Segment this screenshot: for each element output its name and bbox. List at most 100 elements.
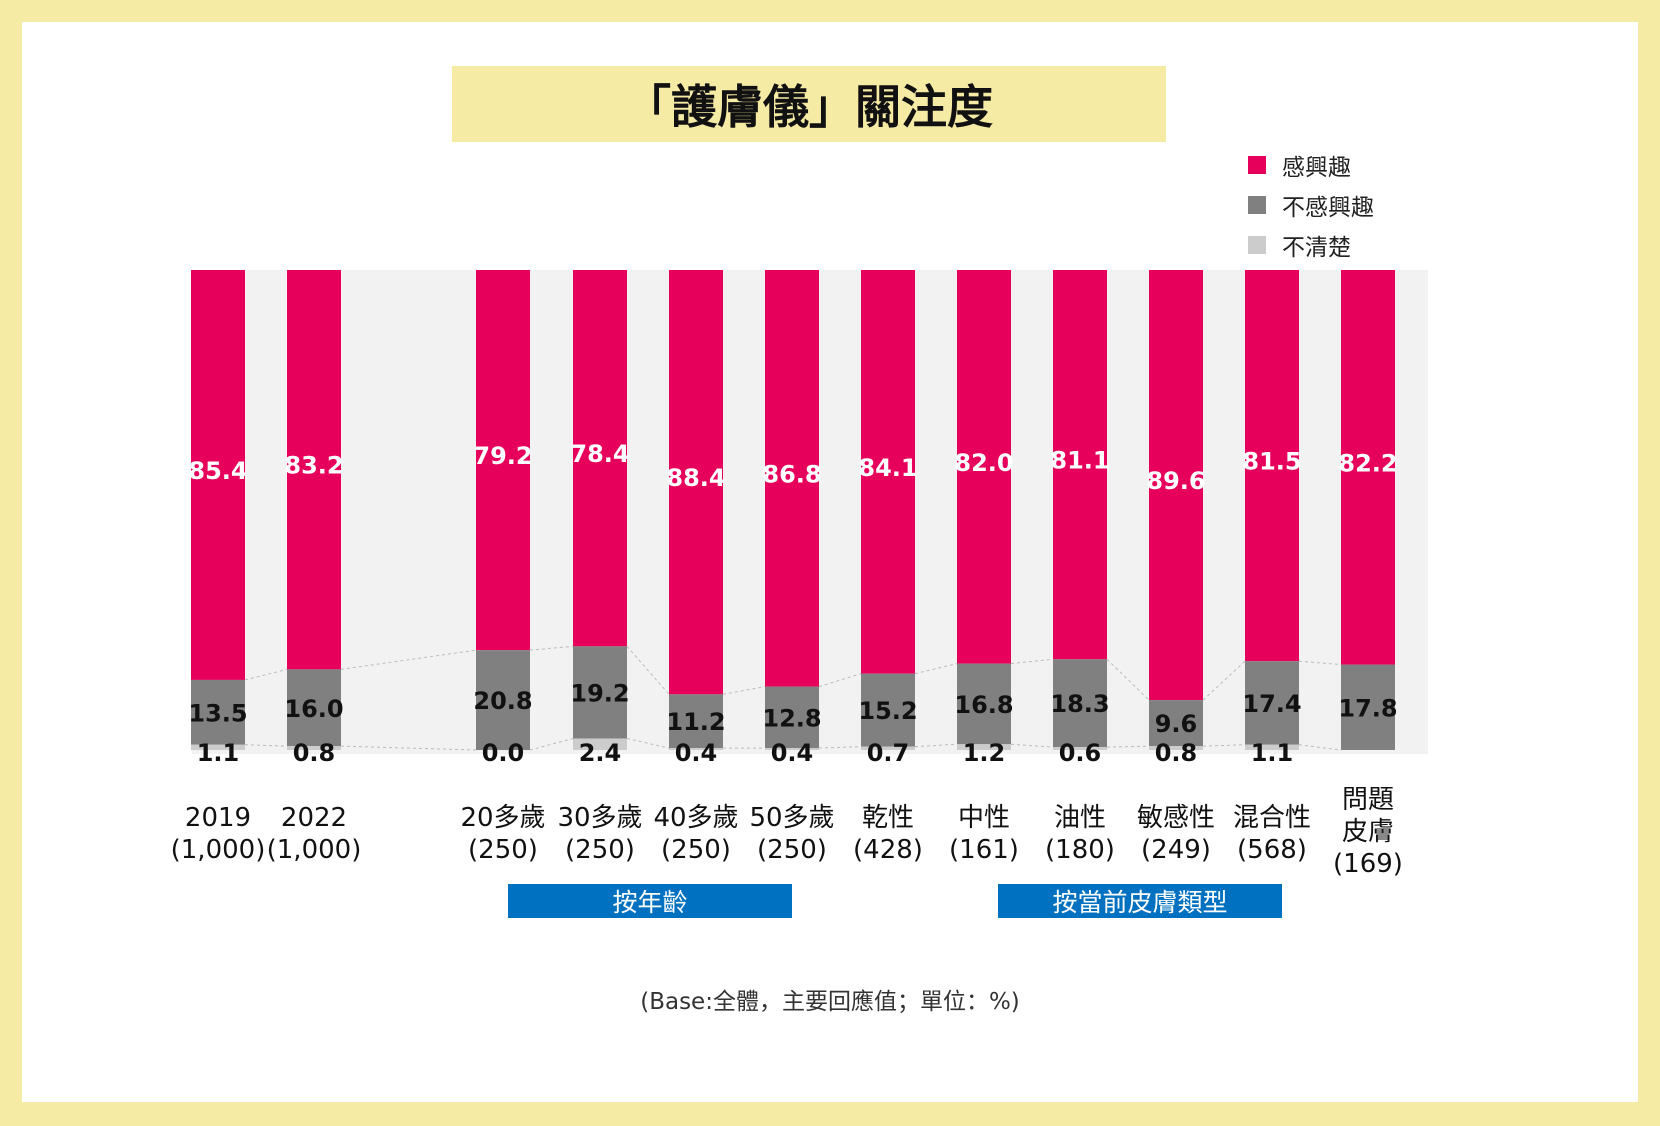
category-label-normal: 中性 (161) — [949, 803, 1019, 865]
value-label-interested-50s: 86.8 — [762, 460, 821, 488]
bar-not-interested-2019 — [191, 679, 245, 745]
chart-title: 「護膚儀」關注度 — [452, 66, 1166, 142]
category-label-problem: 問題 皮膚 (169) — [1333, 785, 1403, 879]
value-label-unclear-30s: 2.4 — [579, 739, 622, 767]
connector-line — [1106, 658, 1150, 701]
legend-label-unclear: 不清楚 — [1282, 235, 1351, 261]
value-label-not-interested-normal: 16.8 — [954, 691, 1013, 719]
value-label-interested-sensitive: 89.6 — [1146, 467, 1205, 495]
category-label-40s: 40多歲 (250) — [653, 803, 739, 865]
value-label-not-interested-2019: 13.5 — [188, 699, 247, 727]
bar-not-interested-sensitive — [1149, 700, 1203, 747]
value-label-interested-40s: 88.4 — [666, 464, 725, 492]
legend-swatch-interested — [1248, 156, 1266, 174]
legend-item-not-interested: 不感興趣 — [1248, 188, 1374, 222]
connector-line — [722, 686, 766, 695]
bar-not-interested-30s — [573, 646, 627, 739]
bar-interested-dry — [861, 270, 915, 674]
bar-unclear-dry — [861, 746, 915, 750]
bar-unclear-2019 — [191, 744, 245, 750]
bar-interested-problem — [1341, 270, 1395, 665]
connector-line — [818, 673, 862, 688]
bar-interested-40s — [669, 270, 723, 695]
bar-not-interested-combination — [1245, 661, 1299, 745]
bar-not-interested-50s — [765, 686, 819, 749]
bar-interested-2022 — [287, 270, 341, 670]
connector-line — [340, 649, 477, 670]
connector-line — [1298, 744, 1342, 751]
value-label-not-interested-combination: 17.4 — [1242, 690, 1301, 718]
value-label-interested-20s: 79.2 — [473, 442, 532, 470]
bar-interested-2019 — [191, 270, 245, 680]
value-label-unclear-50s: 0.4 — [771, 739, 814, 767]
value-label-not-interested-20s: 20.8 — [473, 687, 532, 715]
connector-line — [626, 645, 670, 695]
connector-line — [244, 744, 288, 747]
connector-line — [818, 746, 862, 749]
value-label-interested-problem: 82.2 — [1338, 449, 1397, 477]
group-banner-age: 按年齡 — [508, 884, 792, 918]
connector-line — [529, 737, 574, 751]
connector-line — [1202, 660, 1246, 701]
value-label-not-interested-2022: 16.0 — [284, 695, 343, 723]
value-label-not-interested-dry: 15.2 — [858, 697, 917, 725]
group-banner-skin-type: 按當前皮膚類型 — [998, 884, 1282, 918]
connector-line — [1202, 744, 1246, 747]
bar-interested-oily — [1053, 270, 1107, 660]
value-label-not-interested-problem: 17.8 — [1338, 694, 1397, 722]
bar-not-interested-20s — [476, 650, 530, 750]
legend-swatch-unclear — [1248, 236, 1266, 254]
legend-label-interested: 感興趣 — [1282, 155, 1351, 181]
bar-unclear-oily — [1053, 747, 1107, 750]
stacked-bar-chart: 85.4 13.5 1.1 83.2 16.0 0.8 79.2 20.8 0.0 78.4 19.… — [188, 270, 1398, 767]
chart-card: 「護膚儀」關注度 感興趣 不感興趣 不清楚 85.4 13.5 1.1 83.2 16.… — [22, 22, 1638, 1102]
bar-unclear-2022 — [287, 746, 341, 750]
value-label-unclear-dry: 0.7 — [867, 739, 910, 767]
bar-unclear-combination — [1245, 744, 1299, 750]
bar-interested-20s — [476, 270, 530, 651]
legend-item-unclear: 不清楚 — [1248, 228, 1351, 262]
value-label-interested-oily: 81.1 — [1050, 447, 1109, 475]
value-label-unclear-oily: 0.6 — [1059, 739, 1102, 767]
bar-interested-normal — [957, 270, 1011, 664]
value-label-not-interested-40s: 11.2 — [666, 708, 725, 736]
value-label-unclear-sensitive: 0.8 — [1155, 739, 1198, 767]
connector-line — [340, 745, 477, 751]
category-label-sensitive: 敏感性 (249) — [1136, 803, 1215, 865]
value-label-unclear-normal: 1.2 — [963, 739, 1006, 767]
legend-label-not-interested: 不感興趣 — [1282, 195, 1374, 221]
value-label-unclear-20s: 0.0 — [482, 739, 525, 767]
connector-line — [529, 645, 574, 651]
bar-unclear-normal — [957, 744, 1011, 750]
value-label-interested-30s: 78.4 — [570, 440, 629, 468]
footnote: (Base:全體，主要回應值；單位：%) — [640, 989, 1020, 1015]
category-label-30s: 30多歲 (250) — [557, 803, 643, 865]
value-label-unclear-2019: 1.1 — [197, 739, 240, 767]
category-label-2019: 2019 (1,000) — [170, 803, 266, 865]
connector-line — [1010, 743, 1054, 748]
legend-item-interested: 感興趣 — [1248, 148, 1351, 182]
value-label-interested-combination: 81.5 — [1242, 448, 1301, 476]
category-label-2022: 2022 (1,000) — [266, 803, 362, 865]
value-label-not-interested-sensitive: 9.6 — [1155, 710, 1198, 738]
category-label-combination: 混合性 (568) — [1232, 803, 1311, 865]
value-label-interested-normal: 82.0 — [954, 449, 1013, 477]
bar-interested-50s — [765, 270, 819, 687]
value-label-not-interested-oily: 18.3 — [1050, 690, 1109, 718]
value-label-interested-2019: 85.4 — [188, 457, 247, 485]
bar-interested-30s — [573, 270, 627, 647]
bar-not-interested-40s — [669, 694, 723, 749]
connector-line — [914, 743, 958, 748]
value-label-interested-2022: 83.2 — [284, 452, 343, 480]
connector-line — [244, 668, 288, 681]
category-label-dry: 乾性 (428) — [853, 803, 923, 865]
connector-line — [914, 663, 958, 675]
bar-not-interested-oily — [1053, 659, 1107, 748]
value-label-interested-dry: 84.1 — [858, 454, 917, 482]
connector-line — [626, 737, 670, 749]
connector-line — [1010, 658, 1054, 665]
value-label-unclear-2022: 0.8 — [293, 739, 336, 767]
value-label-not-interested-30s: 19.2 — [570, 679, 629, 707]
bar-not-interested-problem — [1341, 664, 1395, 750]
value-label-not-interested-50s: 12.8 — [762, 704, 821, 732]
